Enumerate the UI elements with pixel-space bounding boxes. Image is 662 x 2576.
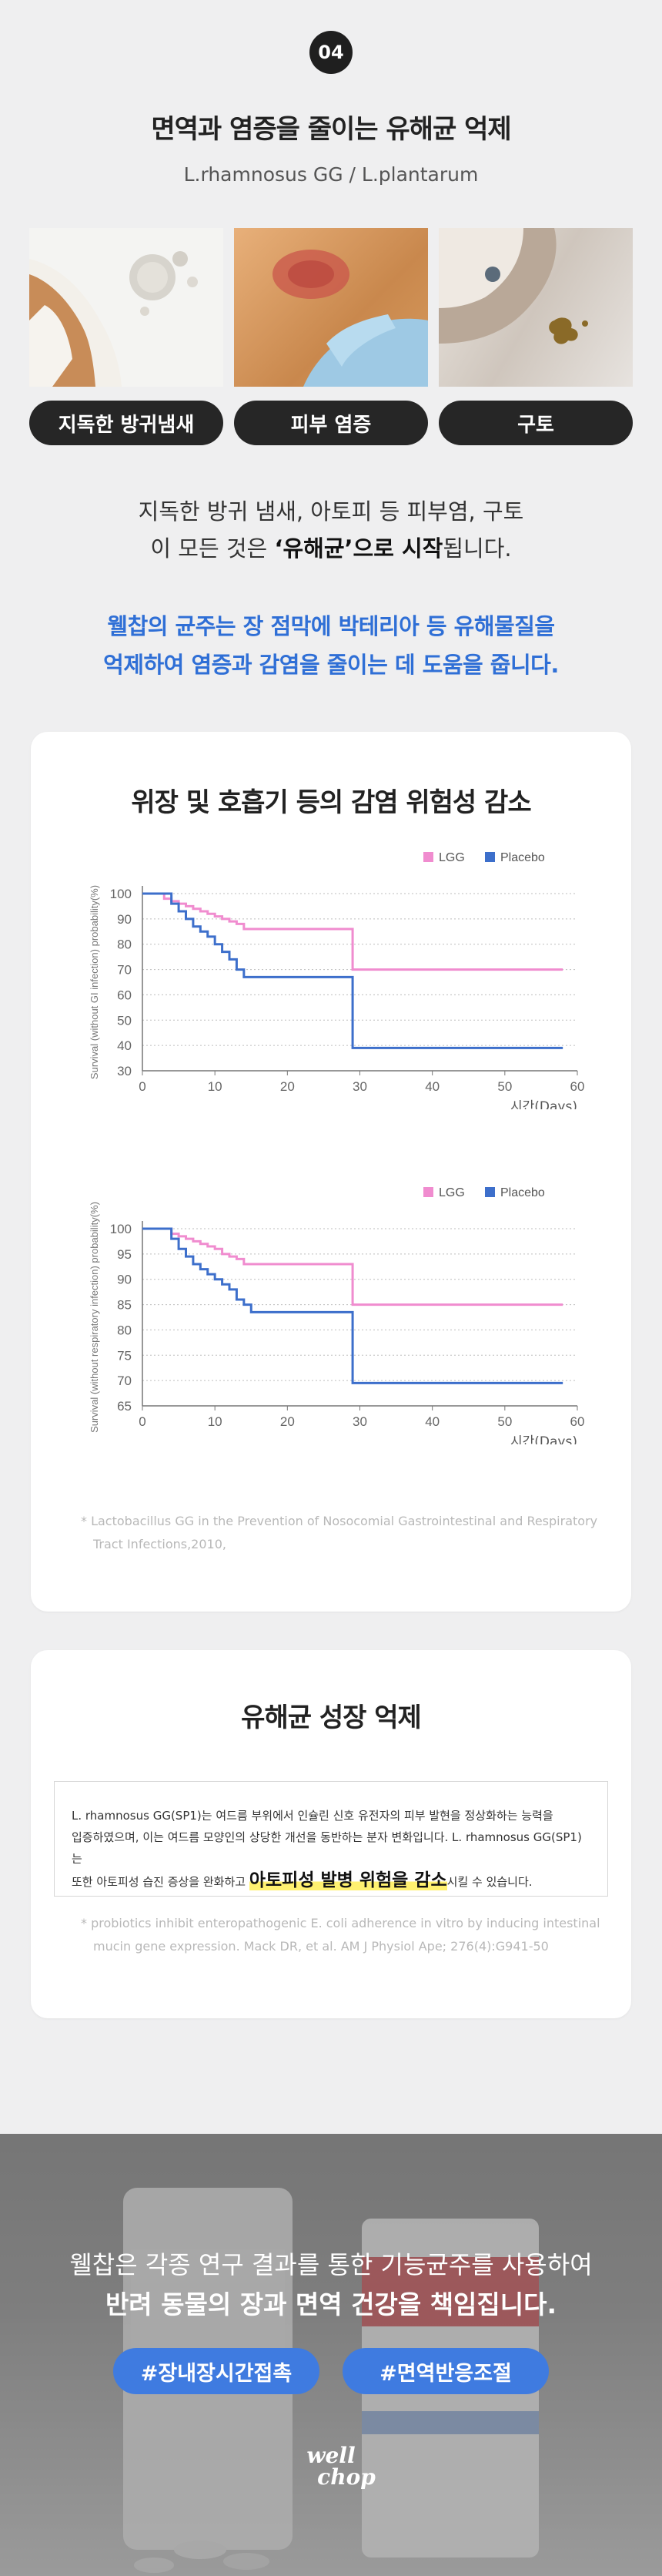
- y-tick-label: 70: [117, 1374, 132, 1388]
- series-line-placebo: [142, 1227, 563, 1384]
- symptom-pill-vomit: 구토: [439, 401, 633, 445]
- card2-title: 유해균 성장 억제: [241, 1702, 422, 1733]
- infection-risk-card: 위장 및 호흡기 등의 감염 위험성 감소 30 40 50 60 70 80 90 100 0…: [31, 732, 631, 1612]
- x-tick-label: 10: [208, 1414, 222, 1429]
- research-text-line3: 또한 아토피성 습진 증상을 완화하고 아토피성 발병 위험을 감소시킬 수 있…: [72, 1870, 590, 1893]
- x-tick-label: 20: [280, 1414, 295, 1429]
- skin-inflammation-photo: [234, 228, 428, 387]
- banner-line1: 웰찹은 각종 연구 결과를 통한 기능균주를 사용하여: [69, 2250, 593, 2279]
- research-text-line2: 입증하였으며, 이는 여드름 모양인의 상당한 개선을 동반하는 분자 변화입니…: [72, 1830, 582, 1866]
- legend-label-lgg: LGG: [439, 851, 465, 864]
- legend-swatch-lgg: [423, 1187, 433, 1197]
- x-tick-label: 30: [353, 1414, 367, 1429]
- y-tick-label: 95: [117, 1247, 132, 1262]
- y-tick-label: 40: [117, 1038, 132, 1053]
- card2-footnote-line1: * probiotics inhibit enteropathogenic E.…: [81, 1916, 600, 1930]
- y-tick-label: 50: [117, 1013, 132, 1028]
- card2-footnote: * probiotics inhibit enteropathogenic E.…: [81, 1912, 604, 1958]
- wellchop-logo: well chop: [0, 2445, 662, 2488]
- legend-label-placebo: Placebo: [500, 851, 545, 864]
- x-tick-label: 60: [570, 1414, 585, 1429]
- x-tick-label: 50: [497, 1414, 512, 1429]
- card1-footnote-line1: * Lactobacillus GG in the Prevention of …: [81, 1514, 598, 1528]
- highlight-line1: 웰찹의 균주는 장 점막에 박테리아 등 유해물질을: [107, 613, 555, 639]
- y-tick-label: 90: [117, 1273, 132, 1287]
- research-text-line3-pre: 또한 아토피성 습진 증상을 완화하고: [72, 1875, 249, 1889]
- research-highlight: 아토피성 발병 위험을 감소: [249, 1870, 447, 1890]
- description-line1: 지독한 방귀 냄새, 아토피 등 피부염, 구토: [138, 498, 524, 525]
- y-tick-label: 85: [117, 1298, 132, 1313]
- research-text-line1: L. rhamnosus GG(SP1)는 여드름 부위에서 인슐린 신호 유전…: [72, 1809, 553, 1823]
- y-tick-label: 80: [117, 1323, 132, 1337]
- description: 지독한 방귀 냄새, 아토피 등 피부염, 구토 이 모든 것은 ‘유해균’으로…: [0, 493, 662, 567]
- hashtag-list: #장내장시간접촉 #면역반응조절: [0, 2348, 662, 2394]
- symptom-pill-gas: 지독한 방귀냄새: [29, 401, 223, 445]
- description-line2-pre: 이 모든 것은: [150, 535, 275, 562]
- logo-bottom: chop: [317, 2464, 376, 2490]
- content-section: 04 면역과 염증을 줄이는 유해균 억제 L.rhamnosus GG / L…: [0, 31, 662, 2018]
- legend-swatch-placebo: [485, 852, 495, 862]
- series-line-lgg: [142, 892, 563, 971]
- product-photo: [0, 2134, 662, 2576]
- y-tick-label: 80: [117, 937, 132, 952]
- x-tick-label: 60: [570, 1079, 585, 1094]
- highlight-statement: 웰찹의 균주는 장 점막에 박테리아 등 유해물질을 억제하여 염증과 감염을 …: [0, 607, 662, 684]
- brand-banner: 웰찹은 각종 연구 결과를 통한 기능균주를 사용하여 반려 동물의 장과 면역…: [0, 2134, 662, 2576]
- research-text-line3-post: 시킬 수 있습니다.: [446, 1875, 533, 1889]
- y-tick-label: 30: [117, 1064, 132, 1078]
- x-axis-label: 시간(Days): [510, 1099, 577, 1109]
- card1-title: 위장 및 호흡기 등의 감염 위험성 감소: [131, 787, 531, 818]
- y-tick-label: 75: [117, 1348, 132, 1363]
- bacteria-growth-card: 유해균 성장 억제 L. rhamnosus GG(SP1)는 여드름 부위에서…: [31, 1650, 631, 2018]
- y-tick-label: 60: [117, 988, 132, 1002]
- x-tick-label: 0: [139, 1079, 145, 1094]
- highlight-line2: 억제하여 염증과 감염을 줄이는 데 도움을 줍니다.: [103, 652, 559, 678]
- series-line-lgg: [142, 1227, 563, 1306]
- research-textbox: L. rhamnosus GG(SP1)는 여드름 부위에서 인슐린 신호 유전…: [54, 1781, 608, 1897]
- x-tick-label: 10: [208, 1079, 222, 1094]
- symptom-photos: [29, 228, 633, 387]
- x-tick-label: 20: [280, 1079, 295, 1094]
- y-tick-label: 100: [110, 887, 132, 901]
- legend-label-lgg: LGG: [439, 1186, 465, 1199]
- description-line2-post: 됩니다.: [443, 535, 512, 562]
- series-line-placebo: [142, 892, 563, 1049]
- y-tick-label: 100: [110, 1222, 132, 1236]
- description-line2: 이 모든 것은 ‘유해균’으로 시작됩니다.: [0, 530, 662, 567]
- x-tick-label: 30: [353, 1079, 367, 1094]
- card2-footnote-line2: mucin gene expression. Mack DR, et al. A…: [93, 1939, 549, 1954]
- card1-footnote-line2: Tract Infections,2010,: [93, 1537, 226, 1551]
- section-subtitle: L.rhamnosus GG / L.plantarum: [183, 163, 479, 186]
- respiratory-infection-chart: 65 70 75 80 85 90 95 100 0 10 20 30 40 50 60 시간(Days) Su…: [89, 1186, 585, 1444]
- dog-diarrhea-photo: [29, 228, 223, 387]
- symptom-pill-skin: 피부 염증: [234, 401, 428, 445]
- x-axis-label: 시간(Days): [510, 1434, 577, 1444]
- y-tick-label: 90: [117, 912, 132, 927]
- y-tick-label: 65: [117, 1399, 132, 1414]
- y-tick-label: 70: [117, 963, 132, 978]
- y-axis-label: Survival (without GI infection) probabil…: [89, 885, 100, 1079]
- card1-footnote: * Lactobacillus GG in the Prevention of …: [81, 1510, 604, 1556]
- legend-swatch-lgg: [423, 852, 433, 862]
- legend-label-placebo: Placebo: [500, 1186, 545, 1199]
- section-number-badge: 04: [309, 31, 353, 74]
- x-tick-label: 40: [425, 1079, 440, 1094]
- x-tick-label: 40: [425, 1414, 440, 1429]
- legend-swatch-placebo: [485, 1187, 495, 1197]
- x-tick-label: 0: [139, 1414, 145, 1429]
- hashtag-immune: #면역반응조절: [343, 2348, 549, 2394]
- symptom-labels: 지독한 방귀냄새 피부 염증 구토: [29, 401, 633, 445]
- logo-top: well: [306, 2443, 356, 2468]
- hashtag-gut: #장내장시간접촉: [113, 2348, 319, 2394]
- x-tick-label: 50: [497, 1079, 512, 1094]
- banner-line2: 반려 동물의 장과 면역 건강을 책임집니다.: [105, 2289, 557, 2319]
- section-title: 면역과 염증을 줄이는 유해균 억제: [151, 114, 511, 145]
- description-line2-bold: ‘유해균’으로 시작: [274, 535, 443, 562]
- y-axis-label: Survival (without respiratory infection)…: [89, 1202, 100, 1433]
- cat-vomit-photo: [439, 228, 633, 387]
- gi-infection-chart: 30 40 50 60 70 80 90 100 0 10 20 30 40 50 60 시간(Days) Su…: [89, 851, 585, 1109]
